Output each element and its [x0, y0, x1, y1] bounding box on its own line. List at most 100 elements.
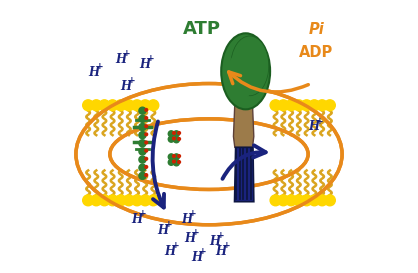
Circle shape	[145, 133, 148, 136]
Text: +: +	[172, 241, 179, 250]
Circle shape	[309, 195, 320, 206]
Circle shape	[139, 132, 146, 139]
Circle shape	[132, 195, 143, 206]
Text: +: +	[189, 209, 197, 218]
Circle shape	[139, 140, 146, 147]
Circle shape	[145, 125, 148, 127]
Text: H: H	[182, 213, 193, 226]
Polygon shape	[234, 147, 254, 202]
Text: +: +	[223, 241, 231, 250]
Text: +: +	[199, 247, 206, 256]
Circle shape	[278, 100, 289, 111]
Circle shape	[324, 100, 335, 111]
Circle shape	[123, 195, 134, 206]
Text: ATP: ATP	[183, 20, 221, 38]
Text: +: +	[217, 231, 224, 240]
Circle shape	[132, 100, 143, 111]
Circle shape	[178, 155, 181, 158]
Text: Pi: Pi	[308, 22, 324, 37]
Text: +: +	[192, 228, 200, 237]
Text: +: +	[96, 62, 103, 71]
Text: H: H	[209, 235, 220, 248]
Text: +: +	[165, 220, 173, 229]
Circle shape	[168, 131, 174, 137]
Text: +: +	[147, 54, 155, 63]
Circle shape	[278, 195, 289, 206]
Circle shape	[139, 148, 146, 155]
Circle shape	[139, 123, 146, 130]
Circle shape	[317, 100, 328, 111]
Circle shape	[140, 195, 150, 206]
Circle shape	[83, 100, 94, 111]
Circle shape	[139, 172, 146, 179]
Circle shape	[145, 109, 148, 111]
Text: +: +	[316, 117, 324, 126]
Text: H: H	[88, 66, 99, 79]
FancyBboxPatch shape	[72, 0, 346, 273]
Circle shape	[123, 100, 134, 111]
Circle shape	[178, 161, 181, 163]
Circle shape	[173, 160, 175, 163]
Circle shape	[115, 100, 126, 111]
Text: H: H	[140, 58, 151, 71]
Circle shape	[148, 195, 159, 206]
Text: H: H	[308, 120, 319, 133]
Circle shape	[148, 100, 159, 111]
Circle shape	[83, 195, 94, 206]
Text: H: H	[216, 245, 227, 259]
Text: H: H	[131, 213, 143, 226]
Circle shape	[309, 100, 320, 111]
Text: H: H	[184, 232, 196, 245]
Circle shape	[285, 100, 296, 111]
Circle shape	[145, 141, 148, 144]
Text: H: H	[115, 53, 126, 66]
Circle shape	[178, 138, 181, 140]
Ellipse shape	[231, 36, 269, 96]
Circle shape	[91, 100, 102, 111]
Circle shape	[173, 160, 179, 166]
Text: +: +	[128, 76, 136, 85]
Text: +: +	[139, 209, 147, 218]
Ellipse shape	[221, 33, 270, 109]
Polygon shape	[233, 104, 254, 147]
Circle shape	[168, 159, 174, 165]
Circle shape	[139, 115, 146, 122]
Text: H: H	[191, 251, 202, 264]
Circle shape	[145, 165, 148, 168]
Circle shape	[107, 100, 118, 111]
Circle shape	[99, 100, 110, 111]
Circle shape	[173, 137, 175, 140]
Circle shape	[91, 195, 102, 206]
Circle shape	[301, 195, 312, 206]
Circle shape	[270, 100, 281, 111]
Circle shape	[115, 195, 126, 206]
Circle shape	[173, 132, 175, 134]
Circle shape	[293, 195, 304, 206]
Circle shape	[173, 155, 175, 158]
Text: H: H	[157, 224, 168, 237]
Circle shape	[270, 195, 281, 206]
Circle shape	[285, 195, 296, 206]
Text: ADP: ADP	[299, 45, 334, 60]
Circle shape	[145, 149, 148, 152]
Circle shape	[139, 156, 146, 163]
Circle shape	[139, 107, 146, 114]
Circle shape	[173, 131, 179, 137]
Circle shape	[139, 164, 146, 171]
Circle shape	[107, 195, 118, 206]
Circle shape	[317, 195, 328, 206]
Circle shape	[140, 100, 150, 111]
Text: H: H	[121, 80, 132, 93]
Circle shape	[99, 195, 110, 206]
Text: +: +	[123, 49, 130, 58]
Circle shape	[178, 132, 181, 134]
Circle shape	[145, 174, 148, 176]
Text: H: H	[164, 245, 175, 259]
Circle shape	[145, 158, 148, 160]
Circle shape	[324, 195, 335, 206]
Circle shape	[173, 154, 179, 160]
Circle shape	[301, 100, 312, 111]
Circle shape	[173, 137, 179, 143]
Circle shape	[145, 117, 148, 119]
Circle shape	[168, 136, 174, 142]
